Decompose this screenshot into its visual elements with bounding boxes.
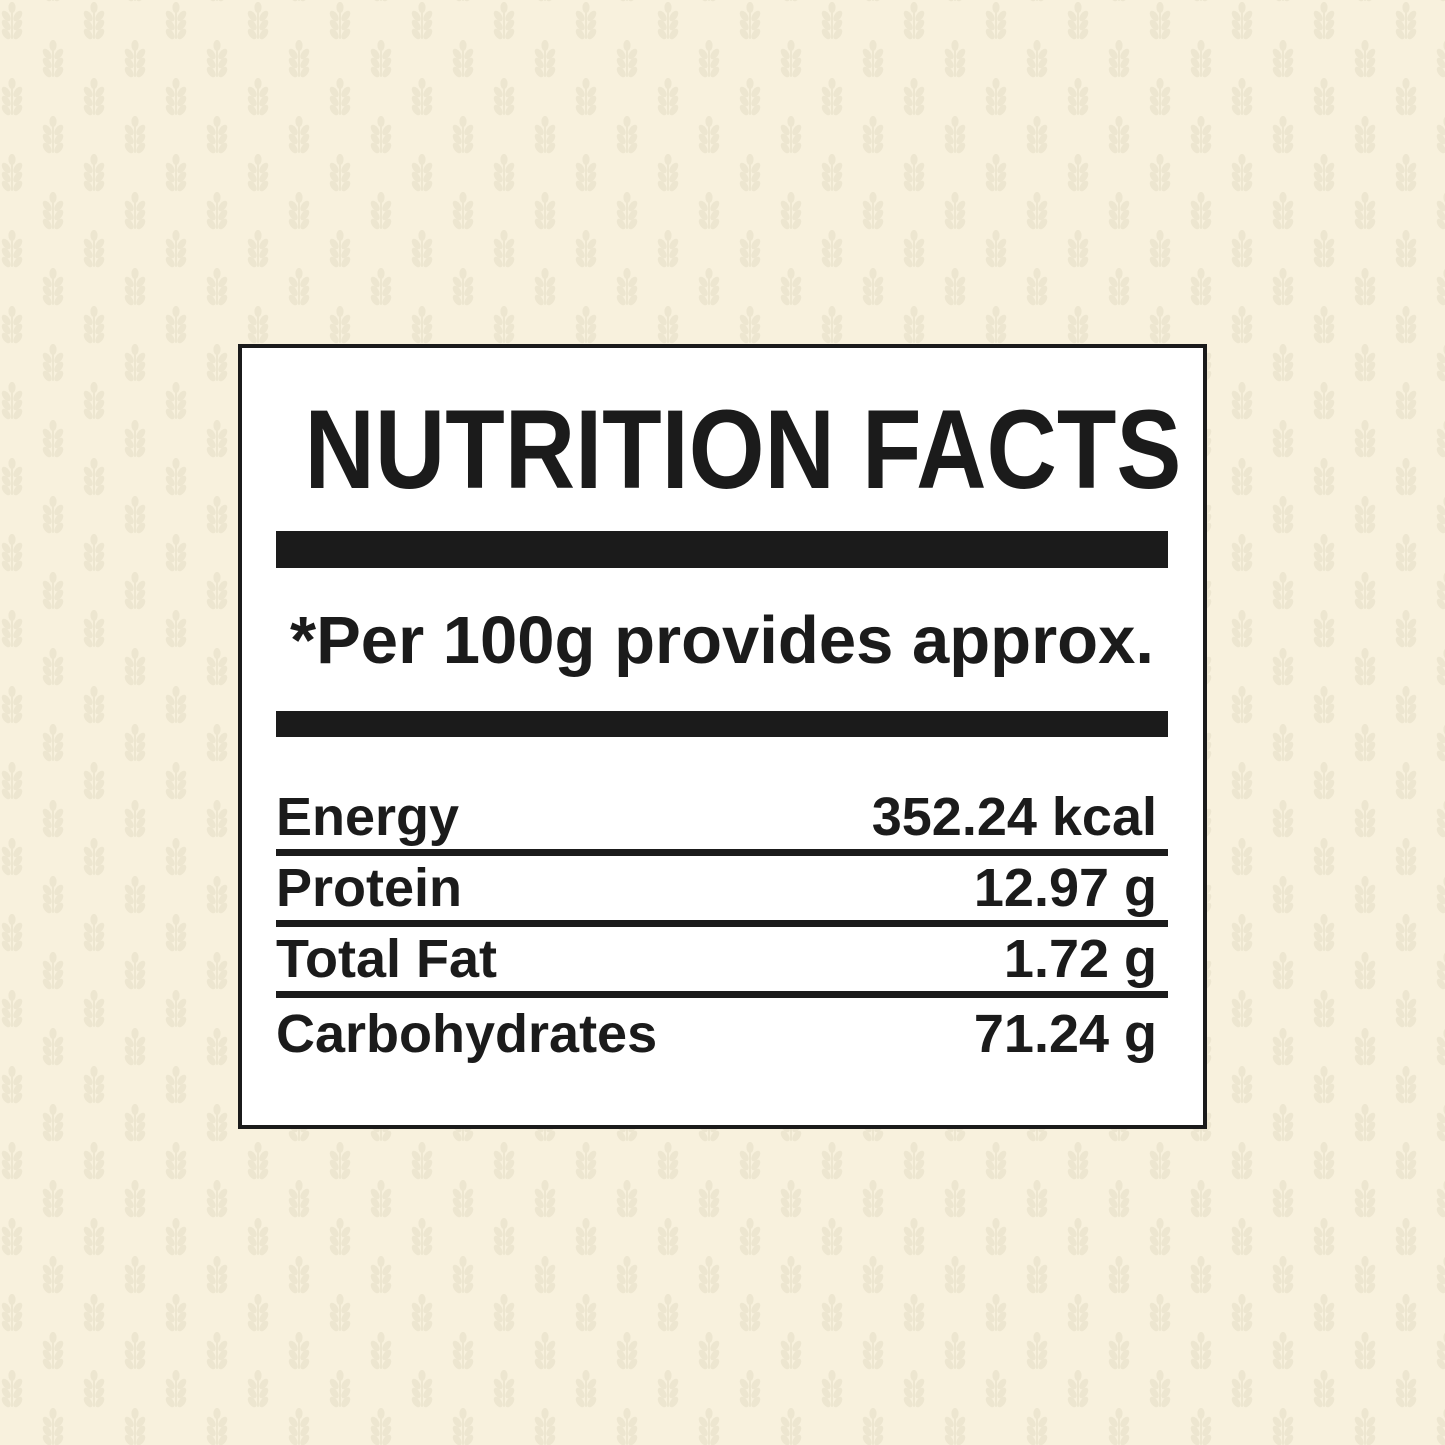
table-row-total-fat: Total Fat 1.72 g [276,927,1168,998]
nutrient-value: 71.24 g [973,1003,1157,1064]
nutrient-label: Energy [276,787,460,847]
subtitle-divider-bar [276,711,1168,737]
table-row-carbohydrates: Carbohydrates 71.24 g [276,998,1168,1069]
nutrient-value: 1.72 g [1003,929,1157,989]
table-row-energy: Energy 352.24 kcal [276,785,1168,856]
nutrient-label: Carbohydrates [276,1003,658,1064]
nutrient-table: Energy 352.24 kcal Protein 12.97 g Total… [276,785,1168,1069]
nutrient-value: 12.97 g [973,858,1157,918]
serving-note: *Per 100g provides approx. [290,603,1154,678]
nutrient-label: Protein [276,858,463,918]
nutrient-label: Total Fat [276,929,497,989]
nutrition-facts-card: NUTRITION FACTS *Per 100g provides appro… [238,344,1207,1129]
title-divider-bar [276,531,1168,568]
nutrient-value: 352.24 kcal [871,787,1157,847]
table-row-protein: Protein 12.97 g [276,856,1168,927]
nutrition-title: NUTRITION FACTS [304,387,1182,512]
